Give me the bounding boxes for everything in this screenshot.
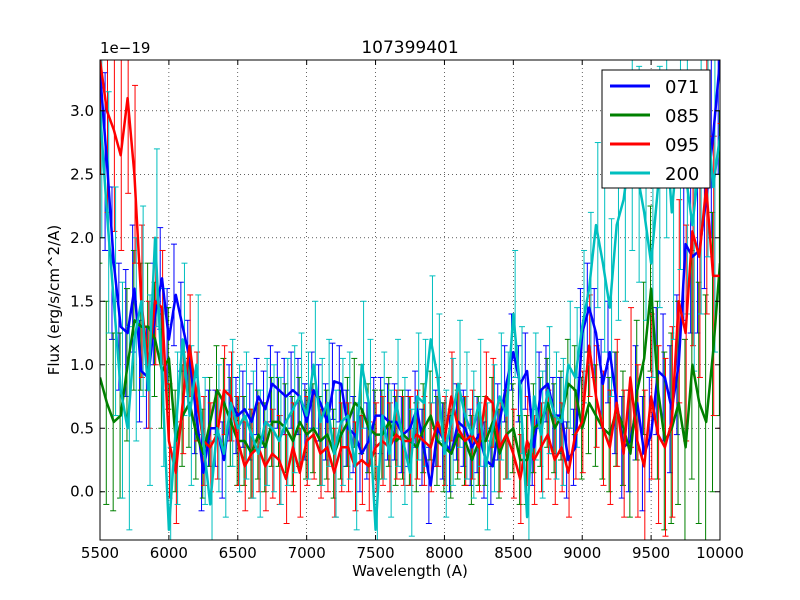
y-tick-label: 1.5 [70,292,94,310]
chart-title: 107399401 [361,38,458,58]
y-tick-label: 0.0 [70,483,94,501]
legend-label-085: 085 [665,106,699,127]
x-axis-title: Wavelength (A) [352,562,468,580]
x-tick-label: 7500 [356,544,394,562]
y-tick-label: 1.0 [70,356,94,374]
x-tick-label: 8500 [494,544,532,562]
x-tick-label: 6000 [150,544,188,562]
plot-frame [99,59,721,541]
x-tick-label: 5500 [81,544,119,562]
legend-label-200: 200 [665,164,699,185]
x-tick-label: 7000 [288,544,326,562]
x-tick-label: 8000 [425,544,463,562]
y-offset-label: 1e−19 [100,39,150,57]
x-tick-label: 9500 [632,544,670,562]
y-tick-label: 0.5 [70,419,94,437]
axis-ticks: 5500 6000 6500 7000 7500 8000 8500 9000 9500 1000… [70,60,744,562]
y-tick-label: 2.5 [70,165,94,183]
x-tick-label: 6500 [219,544,257,562]
y-tick-label: 2.0 [70,229,94,247]
series-line-200 [100,96,720,532]
legend-box [601,69,711,189]
legend: 071 085 095 200 [601,69,711,189]
x-tick-label: 9000 [563,544,601,562]
y-tick-label: 3.0 [70,102,94,120]
series-lines [100,60,720,532]
legend-label-071: 071 [665,77,699,98]
legend-label-095: 095 [665,135,699,156]
y-axis-title: Flux (erg/s/cm^2/A) [45,225,63,376]
x-tick-label: 10000 [696,544,744,562]
